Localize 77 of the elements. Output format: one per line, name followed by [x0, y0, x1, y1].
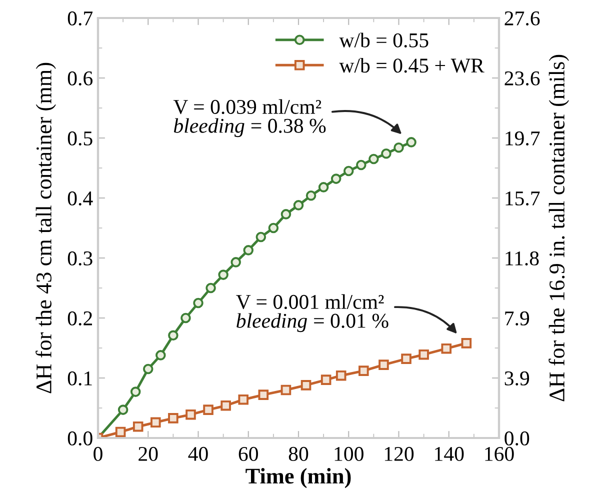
point	[268, 222, 279, 234]
y-tick-label: 0.4	[68, 191, 93, 206]
point	[220, 400, 231, 411]
x-tick-label: 80	[288, 446, 308, 461]
y-tick-label: 0.0	[68, 431, 92, 446]
point	[186, 409, 196, 420]
point	[394, 142, 404, 153]
point	[258, 390, 269, 400]
point	[180, 312, 191, 324]
y-tick-label: 0.1	[68, 371, 92, 386]
x-axis-title: Time (min)	[246, 468, 351, 488]
y2-tick-label: 0.0	[504, 431, 530, 446]
point	[280, 384, 292, 396]
x-tick-label: 140	[435, 446, 464, 461]
point	[238, 394, 249, 405]
y2-tick-label: 7.9	[505, 311, 530, 326]
x-tick-label: 20	[138, 446, 158, 461]
y2-tick-label: 19.7	[506, 131, 540, 146]
annotation: bleeding = 0.38 %	[174, 118, 326, 138]
point	[336, 370, 346, 381]
annotation: V = 0.001 ml/cm²	[236, 294, 384, 310]
legend-label: w/b = 0.45 + WR	[339, 58, 484, 73]
point	[293, 200, 304, 210]
point	[280, 209, 292, 220]
y-tick-label: 0.2	[68, 311, 92, 326]
point	[306, 190, 316, 201]
y2-tick-label: 23.6	[504, 71, 540, 86]
point	[358, 366, 369, 376]
point	[132, 421, 144, 432]
y2-tick-label: 15.7	[506, 191, 540, 206]
y-axis-title: ΔH for the 43 cm tall container (mm)	[36, 62, 56, 394]
point	[118, 404, 128, 415]
y2-tick-label: 11.8	[506, 251, 539, 266]
point	[441, 343, 452, 354]
point	[150, 417, 161, 428]
point	[356, 160, 366, 170]
point	[401, 354, 412, 364]
y-tick-label: 0.3	[68, 251, 92, 266]
point	[130, 386, 141, 397]
y-tick-label: 0.6	[68, 71, 93, 86]
annotation: bleeding = 0.01 %	[236, 313, 388, 332]
point	[156, 350, 166, 360]
y-tick-label: 0.7	[68, 11, 93, 26]
x-tick-label: 100	[334, 446, 364, 461]
x-tick-label: 40	[188, 446, 208, 461]
legend-label: w/b = 0.55	[339, 32, 428, 48]
point	[343, 166, 354, 176]
y-tick-label: 0.5	[68, 131, 92, 146]
annotation: V = 0.039 ml/cm²	[173, 99, 322, 114]
point	[381, 148, 392, 159]
point	[320, 374, 332, 385]
x-tick-label: 60	[238, 446, 258, 461]
y2-tick-label: 27.6	[504, 11, 540, 26]
point	[218, 270, 228, 280]
x-tick-label: 160	[485, 446, 514, 461]
point	[193, 298, 204, 308]
point	[206, 282, 216, 294]
point	[142, 364, 154, 374]
point	[300, 380, 312, 390]
point	[378, 360, 389, 370]
point	[368, 154, 379, 164]
point	[230, 257, 241, 268]
point	[406, 137, 416, 148]
x-tick-label: 120	[384, 446, 414, 461]
point	[168, 413, 178, 424]
y2-axis-title: ΔH for the 16.9 in. tall container (mils)	[548, 54, 570, 402]
point	[256, 232, 266, 242]
y2-tick-label: 3.9	[504, 371, 530, 386]
point	[318, 182, 329, 192]
point	[243, 245, 254, 256]
point	[461, 338, 472, 348]
x-tick-label: 0	[94, 446, 102, 461]
point	[115, 426, 126, 438]
point	[168, 330, 178, 341]
point	[330, 174, 342, 184]
point	[418, 349, 429, 360]
point	[203, 404, 214, 415]
